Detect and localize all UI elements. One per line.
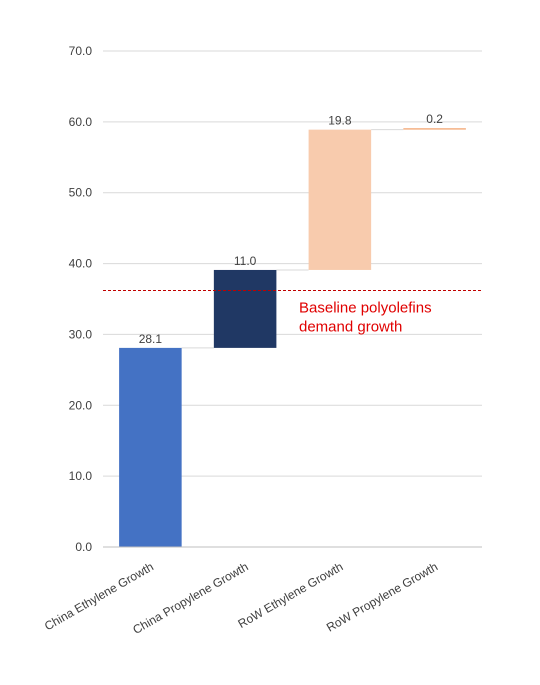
bar: [308, 129, 372, 270]
data-label: 28.1: [139, 332, 163, 346]
y-tick-label: 20.0: [69, 398, 93, 412]
y-tick-label: 40.0: [69, 257, 93, 271]
y-tick-label: 50.0: [69, 186, 93, 200]
y-tick-label: 70.0: [69, 44, 93, 58]
bar: [119, 347, 182, 547]
reference-line-group: Baseline polyolefins demand growth: [103, 289, 482, 335]
connector-lines: [181, 129, 404, 349]
bar: [403, 128, 466, 130]
data-labels: 28.1 11.0 19.8 0.2: [139, 112, 444, 346]
data-label: 11.0: [234, 254, 257, 268]
reference-line-label: demand growth: [299, 318, 402, 335]
y-tick-label: 60.0: [69, 115, 93, 129]
reference-line-label: Baseline polyolefins: [299, 299, 432, 316]
data-label: 0.2: [426, 112, 443, 126]
y-tick-label: 30.0: [69, 327, 93, 341]
y-axis-ticks: 0.0 10.0 20.0 30.0 40.0 50.0 60.0 70.0: [69, 44, 93, 554]
y-tick-label: 10.0: [69, 469, 93, 483]
bar: [213, 269, 277, 348]
data-label: 19.8: [328, 114, 352, 128]
y-tick-label: 0.0: [75, 540, 92, 554]
bars: [119, 128, 466, 547]
